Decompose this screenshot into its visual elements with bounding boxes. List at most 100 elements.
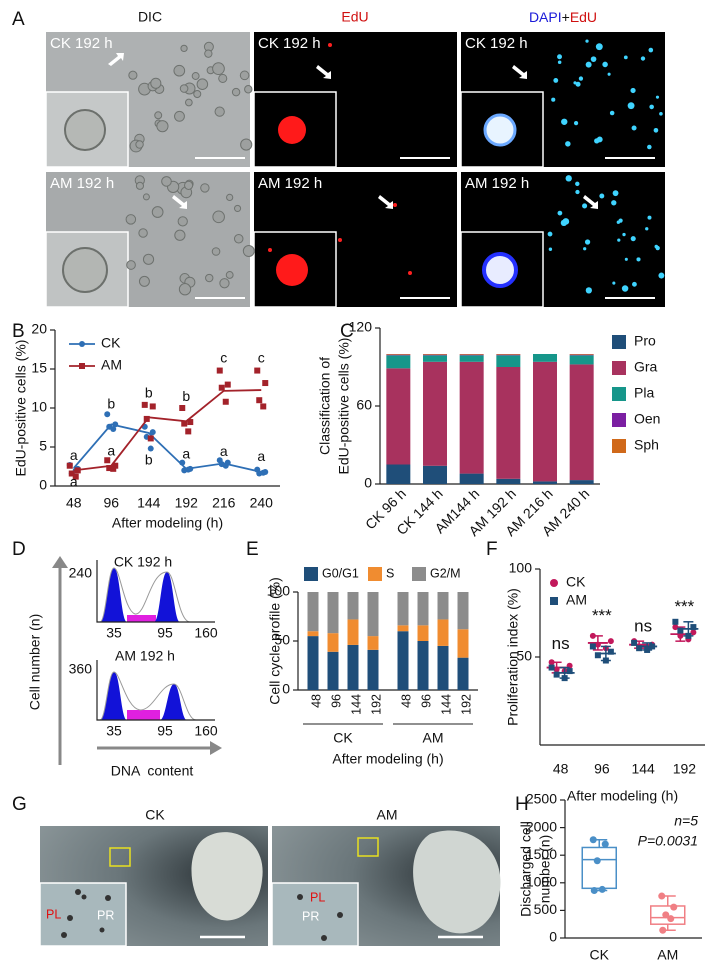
data-point <box>667 915 675 923</box>
x-tick-label: 35 <box>106 625 122 641</box>
cell <box>196 78 209 90</box>
cell <box>178 283 192 296</box>
cell <box>142 193 150 201</box>
nucleus <box>585 39 589 43</box>
fit-curve <box>99 567 191 623</box>
nucleus <box>602 61 608 68</box>
legend-swatch <box>612 413 626 427</box>
legend-swatch <box>612 387 626 401</box>
data-point <box>672 618 679 625</box>
nucleus <box>648 47 654 53</box>
g2-peak <box>160 684 187 720</box>
nucleus <box>647 144 652 150</box>
x-tick-label: CK <box>590 947 610 963</box>
marker-label: PL <box>46 907 61 921</box>
histogram-title: CK 192 h <box>114 554 172 570</box>
y-tick-label: 500 <box>534 901 558 917</box>
bar-segment <box>496 478 521 484</box>
nucleus <box>595 43 603 51</box>
cell <box>219 278 230 289</box>
data-point <box>658 892 666 900</box>
x-tick-label: 144 <box>349 694 363 715</box>
nucleus <box>575 189 580 195</box>
x-tick-label: 95 <box>157 723 173 739</box>
cell <box>212 210 225 224</box>
cell <box>62 247 108 293</box>
data-point <box>566 668 573 675</box>
legend-swatch <box>612 439 626 453</box>
bar-segment <box>569 355 594 365</box>
nucleus <box>607 72 611 76</box>
flow-histograms <box>52 556 222 765</box>
x-tick-label: 35 <box>106 723 122 739</box>
data-point <box>106 465 113 472</box>
data-point <box>66 462 73 469</box>
histogram-title: AM 192 h <box>115 648 175 664</box>
bar-segment <box>327 651 339 690</box>
y-tick-label: 15 <box>31 360 47 376</box>
data-point <box>256 397 263 404</box>
cell <box>211 247 221 256</box>
cell <box>185 98 193 107</box>
nucleus <box>584 239 591 245</box>
nucleus <box>612 281 616 285</box>
data-point <box>589 643 596 650</box>
data-point <box>590 887 598 895</box>
data-point <box>561 675 568 682</box>
annotation: P=0.0031 <box>638 833 698 849</box>
data-point <box>677 627 684 634</box>
arrows <box>108 53 598 209</box>
image-label: CK 192 h <box>50 35 113 52</box>
y-tick-label: 5 <box>39 438 47 454</box>
scale-bars <box>195 157 655 299</box>
data-point <box>636 645 643 652</box>
bar-segment <box>496 354 521 355</box>
panel-label: C <box>340 321 354 342</box>
nucleus <box>583 247 587 251</box>
image-label: CK 192 h <box>258 35 321 52</box>
x-tick-label: 216 <box>212 495 236 511</box>
bar-segment <box>423 354 447 355</box>
nucleus <box>612 190 619 197</box>
data-point <box>104 457 111 464</box>
x-tick-label: 48 <box>553 761 569 777</box>
cell <box>154 111 163 120</box>
y-tick-label: 0 <box>282 681 290 697</box>
bar-segment <box>386 368 411 465</box>
nucleus <box>631 125 637 131</box>
panel-label: E <box>246 539 259 560</box>
nucleus <box>594 138 600 144</box>
bar-segment <box>327 633 339 652</box>
y-tick-label: 2500 <box>526 791 557 807</box>
bar-segment <box>569 354 594 356</box>
data-point <box>68 470 75 477</box>
y-tick-label: 2000 <box>526 818 557 834</box>
nucleus <box>551 97 556 102</box>
legend-label: Gra <box>634 359 658 375</box>
bar-segment <box>459 361 484 474</box>
legend-swatch <box>368 567 382 581</box>
data-point <box>262 380 269 387</box>
legend-swatch <box>412 567 426 581</box>
panel-label: A <box>12 9 25 30</box>
annotation: b <box>145 452 153 468</box>
panel-label: G <box>12 794 27 815</box>
panel-label: B <box>12 321 25 342</box>
image-label: AM 192 h <box>50 175 114 192</box>
nucleus <box>393 203 397 207</box>
annotation: *** <box>592 606 612 625</box>
y-tick-label: 1500 <box>526 846 557 862</box>
data-point <box>607 648 614 655</box>
nucleus <box>338 238 342 242</box>
bar-segment <box>496 354 521 356</box>
bar-segment <box>459 354 484 356</box>
legend-swatch <box>304 567 318 581</box>
annotation: b <box>182 388 190 404</box>
legend-marker <box>550 597 558 605</box>
x-axis-label: After modeling (h) <box>567 788 678 804</box>
x-tick-label: 95 <box>157 625 173 641</box>
x-tick-label: 144 <box>137 495 161 511</box>
data-point <box>260 403 267 410</box>
nucleus <box>622 232 626 237</box>
nucleus <box>557 60 562 64</box>
